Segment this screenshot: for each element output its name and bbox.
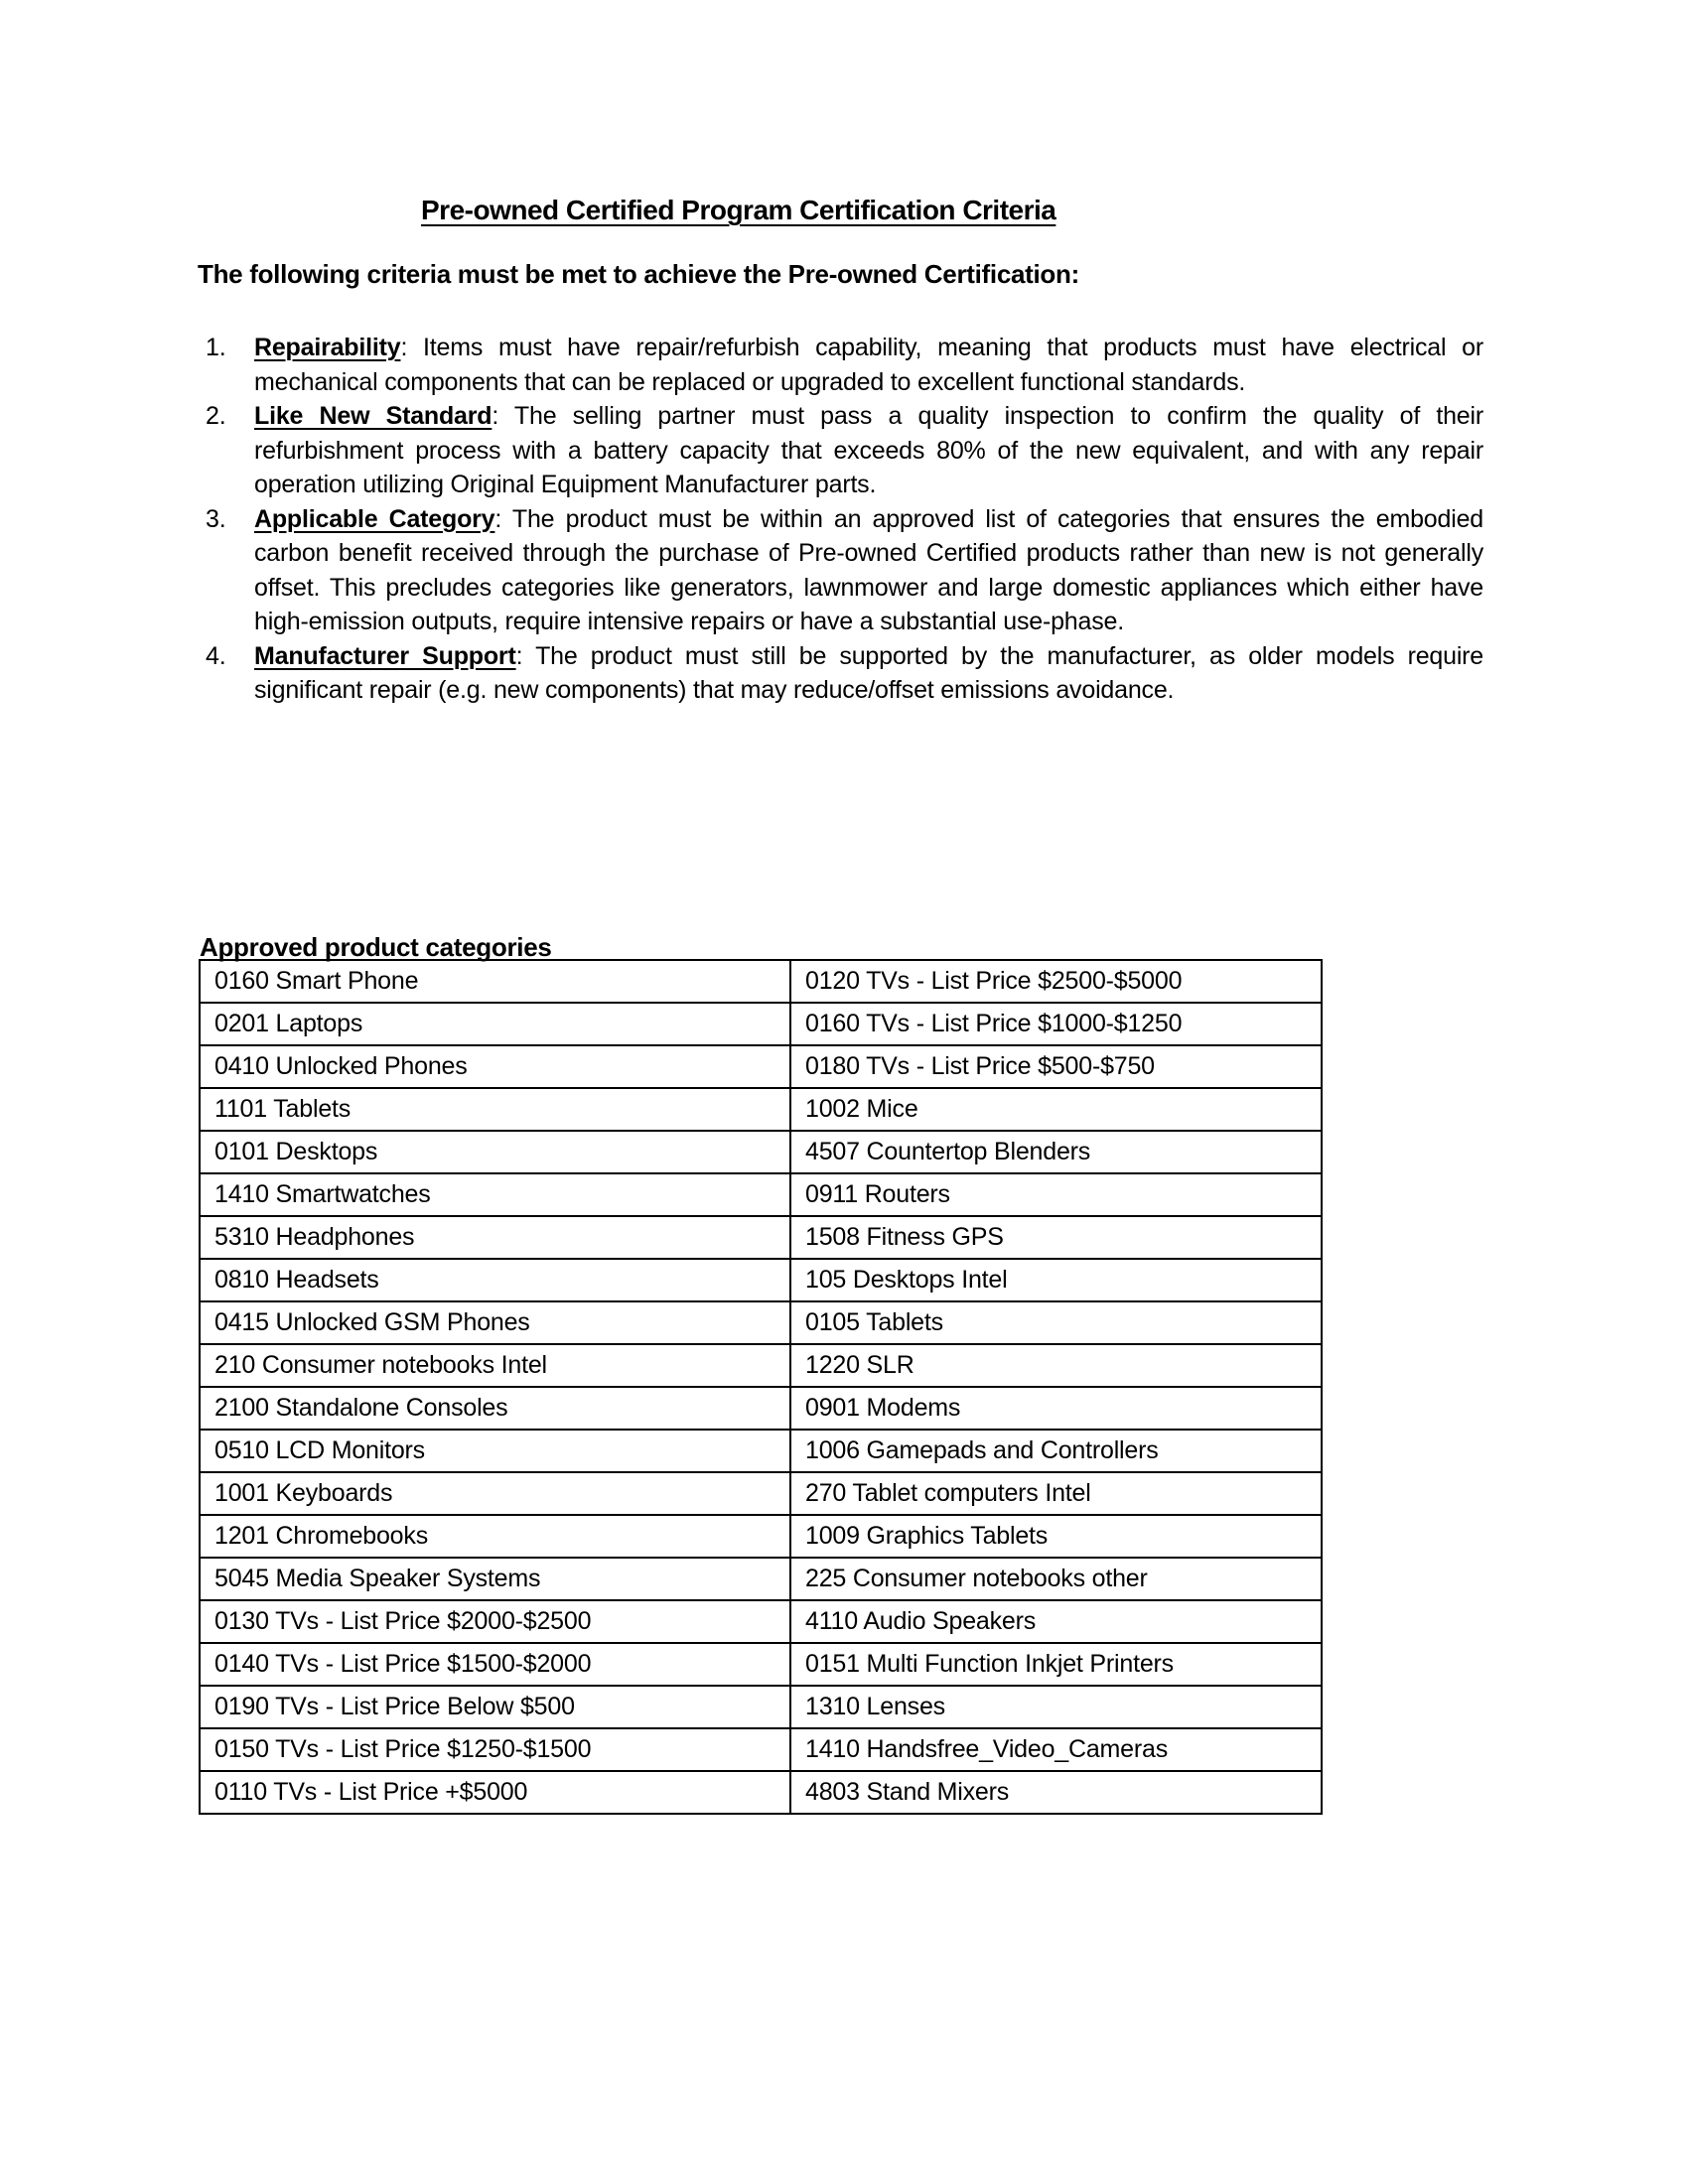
table-row: 0130 TVs - List Price $2000-$2500 4110 Au… bbox=[199, 1599, 1323, 1644]
category-cell-right: 225 Consumer notebooks other bbox=[789, 1557, 1323, 1601]
criteria-term: Manufacturer Support bbox=[254, 641, 516, 670]
category-cell-right: 105 Desktops Intel bbox=[789, 1258, 1323, 1302]
category-cell-right: 0120 TVs - List Price $2500-$5000 bbox=[789, 959, 1323, 1004]
criteria-item-applicable-category: 3. Applicable Category: The product must … bbox=[198, 502, 1483, 639]
category-cell-right: 4803 Stand Mixers bbox=[789, 1770, 1323, 1815]
criteria-text: : Items must have repair/refurbish capab… bbox=[254, 334, 1483, 396]
table-row: 0415 Unlocked GSM Phones 0105 Tablets bbox=[199, 1300, 1323, 1345]
criteria-text: : The product must be within an approved… bbox=[254, 504, 1483, 636]
table-row: 1001 Keyboards 270 Tablet computers Intel bbox=[199, 1471, 1323, 1516]
table-row: 0101 Desktops 4507 Countertop Blenders bbox=[199, 1130, 1323, 1174]
criteria-text: : The selling partner must pass a qualit… bbox=[254, 402, 1483, 498]
category-cell-left: 0510 LCD Monitors bbox=[199, 1429, 791, 1473]
table-row: 1410 Smartwatches 0911 Routers bbox=[199, 1172, 1323, 1217]
category-cell-right: 4110 Audio Speakers bbox=[789, 1599, 1323, 1644]
table-row: 5310 Headphones 1508 Fitness GPS bbox=[199, 1215, 1323, 1260]
table-row: 0201 Laptops 0160 TVs - List Price $1000-… bbox=[199, 1002, 1323, 1046]
list-number: 4. bbox=[206, 641, 226, 670]
category-cell-left: 5045 Media Speaker Systems bbox=[199, 1557, 791, 1601]
table-row: 0510 LCD Monitors 1006 Gamepads and Contr… bbox=[199, 1429, 1323, 1473]
categories-heading: Approved product categories bbox=[200, 932, 552, 962]
criteria-list: 1. Repairability: Items must have repair/… bbox=[198, 331, 1483, 708]
page-title: Pre-owned Certified Program Certificatio… bbox=[421, 195, 1056, 225]
category-cell-left: 1001 Keyboards bbox=[199, 1471, 791, 1516]
criteria-item-manufacturer-support: 4. Manufacturer Support: The product must… bbox=[198, 639, 1483, 708]
category-cell-left: 0810 Headsets bbox=[199, 1258, 791, 1302]
category-cell-left: 0140 TVs - List Price $1500-$2000 bbox=[199, 1642, 791, 1687]
category-cell-left: 0190 TVs - List Price Below $500 bbox=[199, 1685, 791, 1729]
category-cell-right: 0160 TVs - List Price $1000-$1250 bbox=[789, 1002, 1323, 1046]
criteria-item-like-new-standard: 2. Like New Standard: The selling partner… bbox=[198, 399, 1483, 502]
categories-table: 0160 Smart Phone 0120 TVs - List Price $2… bbox=[199, 959, 1323, 1815]
category-cell-right: 1002 Mice bbox=[789, 1087, 1323, 1132]
category-cell-left: 0150 TVs - List Price $1250-$1500 bbox=[199, 1727, 791, 1772]
category-cell-right: 1006 Gamepads and Controllers bbox=[789, 1429, 1323, 1473]
table-row: 0140 TVs - List Price $1500-$2000 0151 Mu… bbox=[199, 1642, 1323, 1687]
category-cell-right: 1220 SLR bbox=[789, 1343, 1323, 1388]
table-row: 0150 TVs - List Price $1250-$1500 1410 Ha… bbox=[199, 1727, 1323, 1772]
table-row: 0160 Smart Phone 0120 TVs - List Price $2… bbox=[199, 959, 1323, 1004]
category-cell-left: 0410 Unlocked Phones bbox=[199, 1044, 791, 1089]
table-row: 5045 Media Speaker Systems 225 Consumer n… bbox=[199, 1557, 1323, 1601]
table-row: 0810 Headsets 105 Desktops Intel bbox=[199, 1258, 1323, 1302]
criteria-text: : The product must still be supported by… bbox=[254, 641, 1483, 705]
criteria-term: Applicable Category bbox=[254, 504, 495, 533]
category-cell-left: 0160 Smart Phone bbox=[199, 959, 791, 1004]
table-row: 2100 Standalone Consoles 0901 Modems bbox=[199, 1386, 1323, 1431]
category-cell-left: 1410 Smartwatches bbox=[199, 1172, 791, 1217]
list-number: 1. bbox=[206, 334, 226, 361]
list-number: 3. bbox=[206, 504, 226, 533]
category-cell-left: 0110 TVs - List Price +$5000 bbox=[199, 1770, 791, 1815]
categories-table-body: 0160 Smart Phone 0120 TVs - List Price $2… bbox=[199, 959, 1323, 1815]
table-row: 1201 Chromebooks 1009 Graphics Tablets bbox=[199, 1514, 1323, 1559]
category-cell-right: 4507 Countertop Blenders bbox=[789, 1130, 1323, 1174]
category-cell-right: 1410 Handsfree_Video_Cameras bbox=[789, 1727, 1323, 1772]
category-cell-left: 0101 Desktops bbox=[199, 1130, 791, 1174]
table-row: 0190 TVs - List Price Below $500 1310 Len… bbox=[199, 1685, 1323, 1729]
criteria-term: Like New Standard bbox=[254, 402, 492, 430]
category-cell-right: 0180 TVs - List Price $500-$750 bbox=[789, 1044, 1323, 1089]
table-row: 0110 TVs - List Price +$5000 4803 Stand M… bbox=[199, 1770, 1323, 1815]
table-row: 0410 Unlocked Phones 0180 TVs - List Pric… bbox=[199, 1044, 1323, 1089]
category-cell-right: 0151 Multi Function Inkjet Printers bbox=[789, 1642, 1323, 1687]
table-row: 210 Consumer notebooks Intel 1220 SLR bbox=[199, 1343, 1323, 1388]
category-cell-right: 1508 Fitness GPS bbox=[789, 1215, 1323, 1260]
category-cell-left: 0130 TVs - List Price $2000-$2500 bbox=[199, 1599, 791, 1644]
criteria-item-repairability: 1. Repairability: Items must have repair/… bbox=[198, 331, 1483, 399]
table-row: 1101 Tablets 1002 Mice bbox=[199, 1087, 1323, 1132]
category-cell-left: 1101 Tablets bbox=[199, 1087, 791, 1132]
criteria-term: Repairability bbox=[254, 334, 401, 361]
intro-statement: The following criteria must be met to ac… bbox=[198, 259, 1079, 289]
category-cell-right: 0105 Tablets bbox=[789, 1300, 1323, 1345]
category-cell-right: 1310 Lenses bbox=[789, 1685, 1323, 1729]
category-cell-left: 0415 Unlocked GSM Phones bbox=[199, 1300, 791, 1345]
category-cell-right: 270 Tablet computers Intel bbox=[789, 1471, 1323, 1516]
category-cell-left: 210 Consumer notebooks Intel bbox=[199, 1343, 791, 1388]
category-cell-left: 5310 Headphones bbox=[199, 1215, 791, 1260]
category-cell-right: 0911 Routers bbox=[789, 1172, 1323, 1217]
category-cell-left: 2100 Standalone Consoles bbox=[199, 1386, 791, 1431]
category-cell-left: 0201 Laptops bbox=[199, 1002, 791, 1046]
category-cell-left: 1201 Chromebooks bbox=[199, 1514, 791, 1559]
category-cell-right: 1009 Graphics Tablets bbox=[789, 1514, 1323, 1559]
list-number: 2. bbox=[206, 402, 226, 430]
category-cell-right: 0901 Modems bbox=[789, 1386, 1323, 1431]
